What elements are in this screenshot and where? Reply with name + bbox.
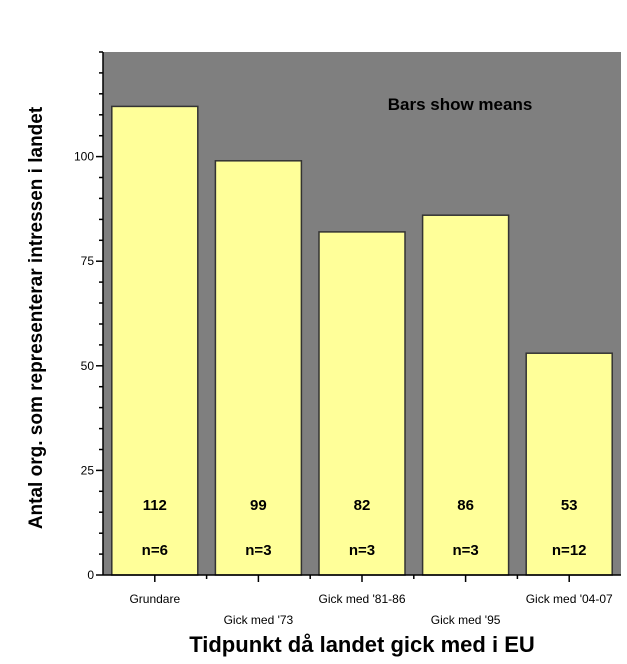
bar-1 xyxy=(111,105,199,576)
bar-n-label-1: n=6 xyxy=(142,542,168,559)
y-tick-label-1: 0 xyxy=(87,568,94,582)
x-tick-label-4: Gick med '95 xyxy=(431,613,501,627)
bar-value-label-5: 53 xyxy=(561,497,578,514)
chart-annotation: Bars show means xyxy=(388,95,533,114)
bar-4 xyxy=(421,214,510,576)
bar-2 xyxy=(214,160,303,576)
y-tick-label-4: 75 xyxy=(81,254,95,268)
bar-n-label-3: n=3 xyxy=(349,542,375,559)
x-tick-label-2: Gick med '73 xyxy=(224,613,294,627)
bar-n-label-2: n=3 xyxy=(245,542,271,559)
x-ticks-group: Grundare Gick med '73 Gick med '81-86 Gick … xyxy=(129,575,613,627)
bar-n-label-5: n=12 xyxy=(552,542,587,559)
bars-group xyxy=(111,105,613,576)
bar-value-label-2: 99 xyxy=(250,497,267,514)
y-axis-title: Antal org. som representerar intressen i… xyxy=(26,106,47,529)
bar-value-label-3: 82 xyxy=(354,497,371,514)
y-tick-label-3: 50 xyxy=(81,359,95,373)
bar-value-label-4: 86 xyxy=(457,497,474,514)
x-axis-title: Tidpunkt då landet gick med i EU xyxy=(189,632,535,657)
y-tick-label-5: 100 xyxy=(74,150,94,164)
y-ticks-group: 0 25 50 75 100 xyxy=(74,51,103,582)
x-tick-label-1: Grundare xyxy=(129,592,180,606)
x-tick-label-5: Gick med '04-07 xyxy=(526,592,613,606)
y-tick-label-2: 25 xyxy=(81,463,95,477)
bar-3 xyxy=(318,231,406,576)
bar-value-label-1: 112 xyxy=(143,497,167,514)
inbar-labels-group: 112 n=6 99 n=3 82 n=3 86 n=3 53 n=12 xyxy=(142,497,587,559)
x-tick-label-3: Gick med '81-86 xyxy=(319,592,406,606)
bar-n-label-4: n=3 xyxy=(452,542,478,559)
